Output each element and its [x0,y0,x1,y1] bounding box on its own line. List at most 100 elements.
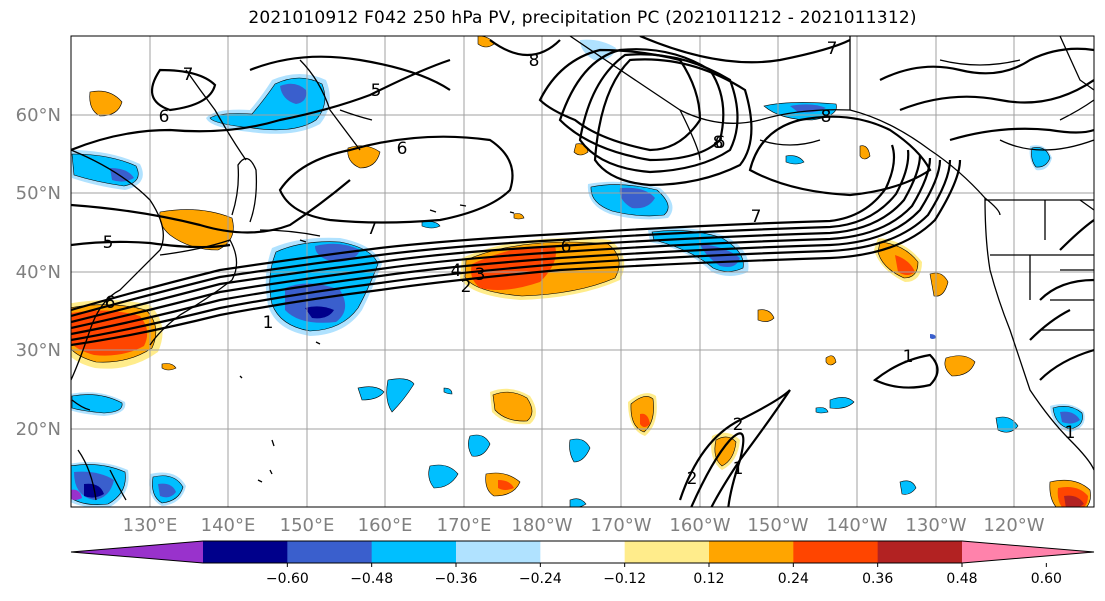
contour-label: 6 [561,237,572,257]
positive-anomaly-north [89,90,381,251]
negative-shade [468,434,491,457]
colorbar-segment [456,541,541,563]
contour-label: 3 [475,265,486,285]
map-title: 2021010912 F042 250 hPa PV, precipitatio… [248,8,917,28]
contour-label: 5 [103,233,114,253]
positive-shade [513,213,525,220]
colorbar-label: −0.60 [266,571,309,587]
negative-shade [158,483,176,498]
contour-label: 6 [159,107,170,127]
contour-label: 1 [733,459,744,479]
positive-shade [859,145,871,160]
contour-label: 8 [713,133,724,153]
negative-shade [1060,411,1080,424]
colorbar-label: −0.12 [603,571,646,587]
positive-shade [1064,495,1084,507]
colorbar-segment [624,541,710,563]
negative-shade [785,155,805,165]
colorbar-segment [877,541,963,563]
contour-label: 1 [263,313,274,333]
negative-shade [995,416,1019,433]
contour-label: 7 [183,65,194,85]
colorbar-segment [203,541,288,563]
longitude-labels: 130°E 140°E 150°E 160°E 170°E 180°W 170°W 160°W… [123,515,1045,536]
contour-label: 6 [715,133,726,153]
contour-label: 7 [751,207,762,227]
contour-label: 4 [451,261,462,281]
negative-shade [386,378,415,413]
positive-shade [895,255,915,275]
colorbar-segment [71,541,203,563]
contour-label: 7 [827,39,838,59]
lon-tick-label: 150°W [747,515,808,536]
positive-shade [825,355,837,366]
colorbar-label: 0.48 [946,571,977,587]
colorbar-label: −0.36 [435,571,478,587]
lon-tick-label: 130°W [905,515,966,536]
colorbar-segment [709,541,794,563]
lon-tick-label: 140°W [826,515,887,536]
map-frame [70,35,1095,508]
colorbar-label: 0.36 [862,571,893,587]
lon-tick-label: 140°E [201,515,256,536]
contour-label: 2 [461,277,472,297]
positive-shade [757,309,775,322]
positive-shade [640,413,650,427]
lon-tick-label: 130°E [123,515,178,536]
contour-label: 2 [733,415,744,435]
contour-label: 1 [903,347,914,367]
positive-shade [89,90,123,117]
positive-shade [492,391,533,422]
negative-shade [110,168,134,182]
lon-tick-label: 180°W [511,515,572,536]
contour-label: 1 [1065,423,1076,443]
positive-shade [714,436,737,467]
positive-shade [929,272,949,297]
colorbar-segment [287,541,373,563]
colorbar-label: 0.60 [1031,571,1062,587]
lon-tick-label: 160°W [669,515,730,536]
contour-label: 8 [821,107,832,127]
lat-tick-label: 50°N [16,183,61,204]
lat-tick-label: 60°N [16,105,61,126]
lon-tick-label: 150°E [280,515,335,536]
contour-label: 2 [687,469,698,489]
colorbar-segment [793,541,879,563]
colorbar: −0.60 −0.48 −0.36 −0.24 −0.12 0.12 0.24 0.36 0.4… [70,540,1095,587]
positive-shade [944,355,976,377]
negative-shade [569,438,591,463]
negative-shade [829,397,855,409]
contour-label: 6 [105,293,116,313]
colorbar-label: −0.48 [350,571,393,587]
negative-shade [815,407,829,414]
positive-shade [498,480,514,490]
negative-shade [305,306,334,319]
contour-label: 6 [397,139,408,159]
negative-shade [443,387,453,395]
negative-shade [930,334,936,339]
lon-tick-label: 170°E [437,515,492,536]
negative-anomaly-northwest [71,150,143,190]
negative-shade [569,498,587,507]
contour-label: 8 [529,51,540,71]
latitude-labels: 60°N 50°N 40°N 30°N 20°N [16,105,61,440]
negative-shade [899,480,917,495]
contour-label: 5 [371,81,382,101]
colorbar-label: −0.24 [519,571,562,587]
lat-tick-label: 20°N [16,419,61,440]
negative-anomaly-west-pacific [265,237,382,336]
coastlines [71,36,1094,501]
lat-tick-label: 40°N [16,262,61,283]
pv-contours [71,36,1094,507]
positive-shade [161,363,177,371]
colorbar-outline [70,540,1095,564]
positive-anomaly-subtropics [161,36,1091,507]
negative-shade [280,83,307,104]
negative-shade [357,386,385,401]
colorbar-label: 0.12 [693,571,724,587]
negative-shade [71,489,82,500]
lon-tick-label: 120°W [983,515,1044,536]
contour-label: 7 [367,219,378,239]
colorbar-segment [540,541,626,563]
